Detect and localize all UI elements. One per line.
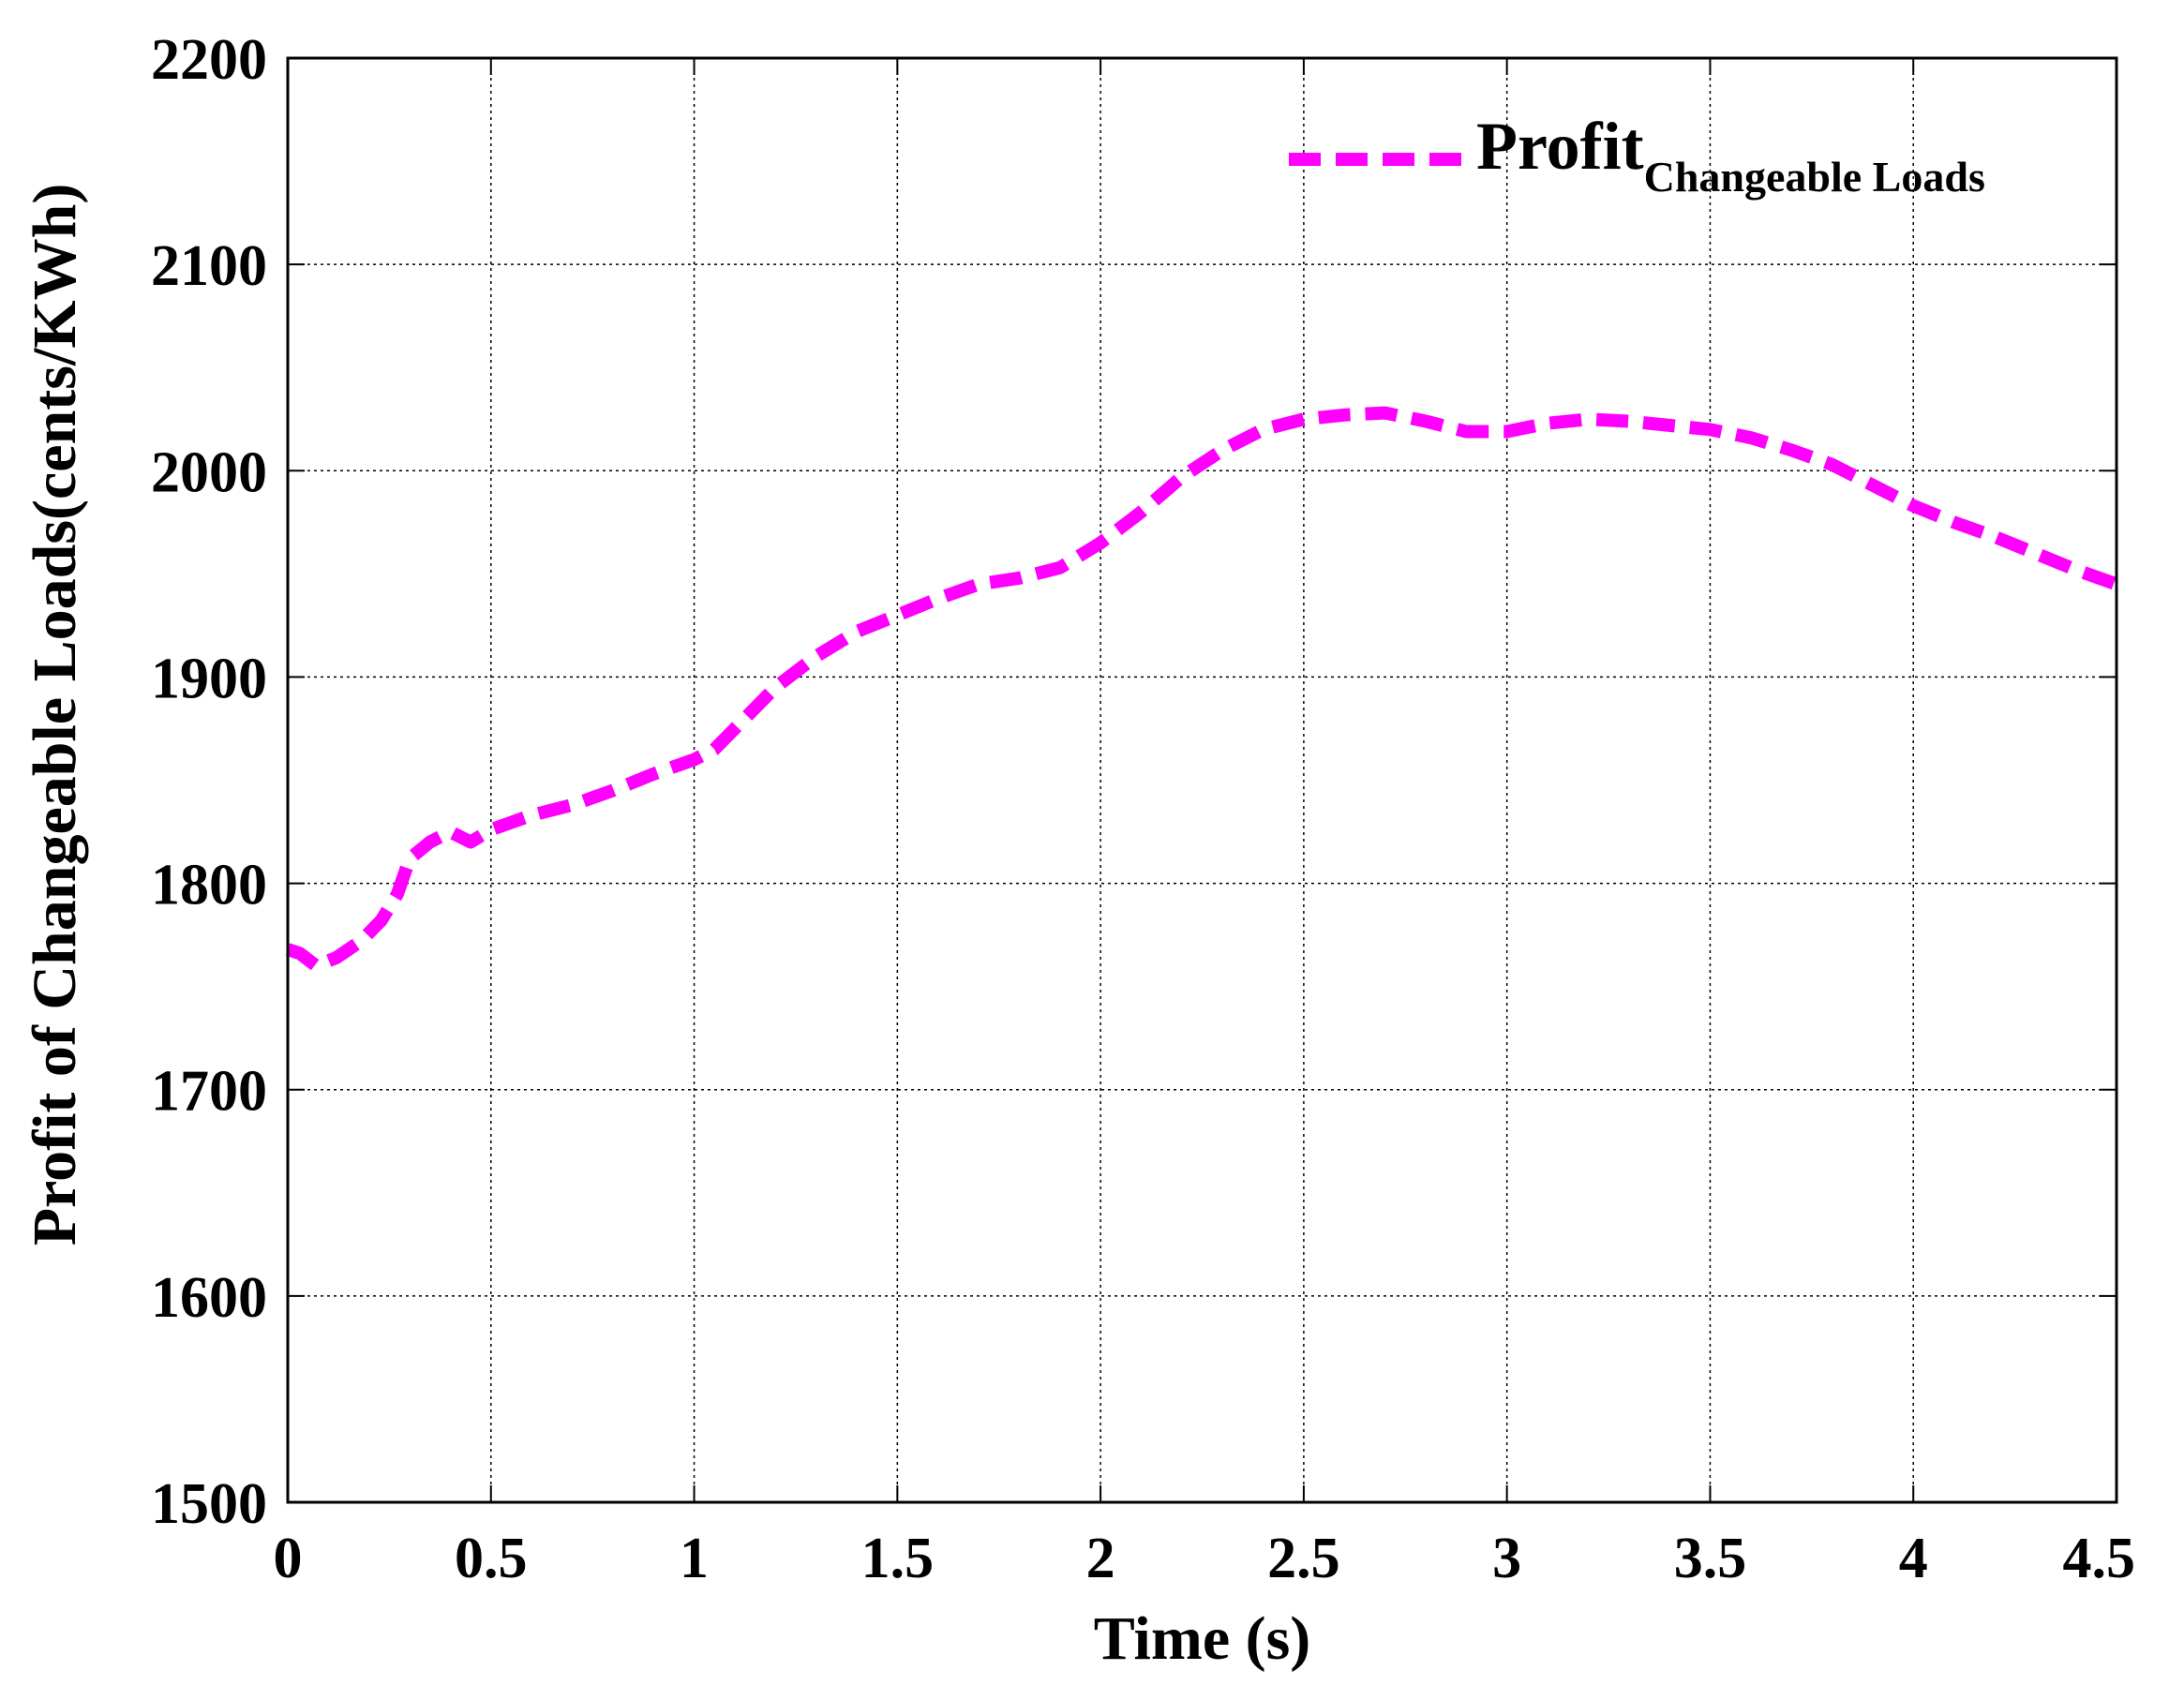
legend-entry-main: Profit bbox=[1476, 109, 1644, 184]
plot-area-frame bbox=[286, 56, 2118, 1504]
x-tick-label: 2 bbox=[1086, 1527, 1115, 1590]
y-tick-label: 1500 bbox=[151, 1472, 267, 1536]
y-axis-label: Profit of Changeable Loads(cents/KWh) bbox=[21, 184, 89, 1246]
series-line bbox=[285, 406, 2119, 973]
x-tick-label: 0 bbox=[274, 1527, 303, 1590]
x-tick-label: 1 bbox=[680, 1527, 709, 1590]
y-tick-labels: 1500 1600 1700 1800 1900 2000 2100 2200 bbox=[151, 28, 267, 1536]
legend-entry: ProfitChangeable Loads bbox=[1476, 109, 1985, 201]
x-tick-label: 3.5 bbox=[1674, 1527, 1747, 1590]
y-tick-label: 2100 bbox=[151, 234, 267, 298]
y-tick-label: 2000 bbox=[151, 440, 267, 504]
x-tick-labels: 0 0.5 1 1.5 2 2.5 3 3.5 4 4.5 bbox=[274, 1527, 2136, 1590]
x-tick-label: 0.5 bbox=[455, 1527, 528, 1590]
y-tick-label: 1900 bbox=[151, 647, 267, 710]
x-tick-label: 2.5 bbox=[1267, 1527, 1340, 1590]
x-tick-label: 4 bbox=[1899, 1527, 1928, 1590]
tick-marks bbox=[287, 57, 2117, 1503]
x-axis-label: Time (s) bbox=[1094, 1604, 1311, 1673]
legend: ProfitChangeable Loads bbox=[1289, 109, 1985, 201]
y-tick-label: 1700 bbox=[151, 1060, 267, 1124]
series-layer bbox=[285, 406, 2119, 973]
y-tick-label: 1800 bbox=[151, 854, 267, 917]
legend-entry-subscript: Changeable Loads bbox=[1644, 153, 1985, 201]
x-tick-label: 3 bbox=[1492, 1527, 1521, 1590]
y-tick-label: 2200 bbox=[151, 28, 267, 92]
x-tick-label: 4.5 bbox=[2063, 1527, 2136, 1590]
y-tick-label: 1600 bbox=[151, 1266, 267, 1330]
x-tick-label: 1.5 bbox=[861, 1527, 935, 1590]
